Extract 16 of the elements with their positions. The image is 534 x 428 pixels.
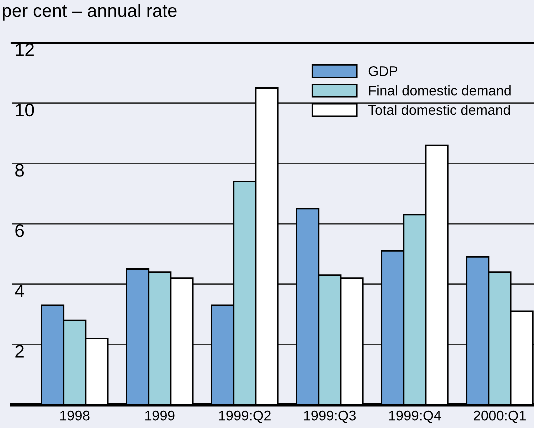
- y-tick-label: 2: [16, 345, 24, 358]
- x-tick-label: 2000:Q1: [474, 410, 526, 424]
- legend-label: GDP: [368, 66, 398, 76]
- y-tick-label: 8: [16, 164, 24, 177]
- x-tick-label: 1998: [60, 410, 90, 421]
- x-tick-label: 1999:Q2: [219, 410, 271, 424]
- legend-label: Total domestic demand: [368, 104, 510, 116]
- y-tick-label: 10: [16, 104, 34, 117]
- y-tick-label: 4: [15, 284, 24, 298]
- x-tick-label: 1999:Q3: [304, 410, 356, 424]
- x-tick-label: 1999: [146, 410, 175, 421]
- chart-title: per cent – annual rate: [3, 4, 177, 21]
- y-tick-label: 6: [16, 224, 24, 238]
- y-tick-label: 12: [16, 43, 34, 56]
- x-tick-label: 1999:Q4: [389, 410, 442, 424]
- legend-label: Final domestic demand: [369, 86, 511, 96]
